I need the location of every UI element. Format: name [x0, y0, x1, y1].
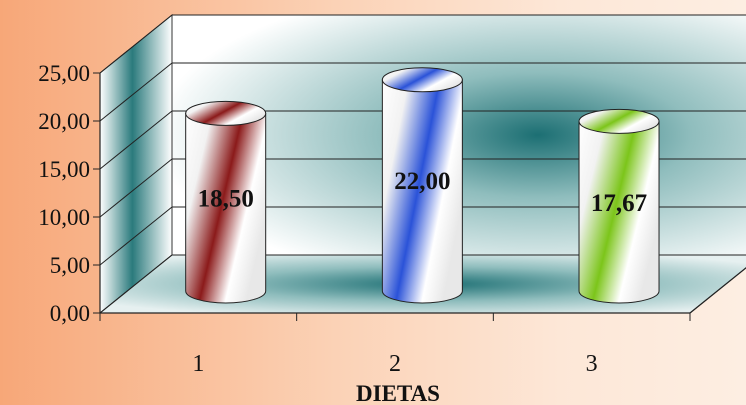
- y-tick-label: 20,00: [38, 109, 90, 134]
- gridline-side: [99, 206, 173, 266]
- floor-edge: [689, 267, 746, 314]
- gridline-side: [99, 62, 173, 122]
- y-tick-label: 25,00: [38, 61, 90, 86]
- bar: [578, 120, 660, 304]
- gridline-side: [99, 254, 173, 314]
- bar: [381, 79, 463, 304]
- y-tick-label: 15,00: [38, 157, 90, 182]
- y-tick-label: 0,00: [50, 301, 90, 326]
- gridline-side: [99, 14, 173, 74]
- data-label: 22,00: [394, 168, 450, 195]
- bar-top: [185, 100, 267, 126]
- bar: [185, 112, 267, 304]
- x-tick-label: 1: [192, 351, 204, 377]
- x-axis-title: DIETAS: [356, 381, 440, 405]
- labels: 0,00 5,00 10,00 15,00 20,00 25,00 18,50 22,00 17…: [38, 61, 647, 377]
- x-tick-label: 2: [389, 351, 401, 377]
- bar-top: [578, 108, 660, 134]
- data-label: 18,50: [198, 186, 254, 213]
- gridline-side: [99, 158, 173, 218]
- bar-top: [381, 67, 463, 93]
- x-tick-label: 3: [586, 351, 598, 377]
- gridline-side: [99, 110, 173, 170]
- bars: [185, 67, 660, 304]
- data-label: 17,67: [591, 190, 647, 217]
- axes: [93, 72, 746, 321]
- y-tick-label: 5,00: [50, 253, 90, 278]
- gridlines: [99, 14, 746, 314]
- y-tick-label: 10,00: [38, 205, 90, 230]
